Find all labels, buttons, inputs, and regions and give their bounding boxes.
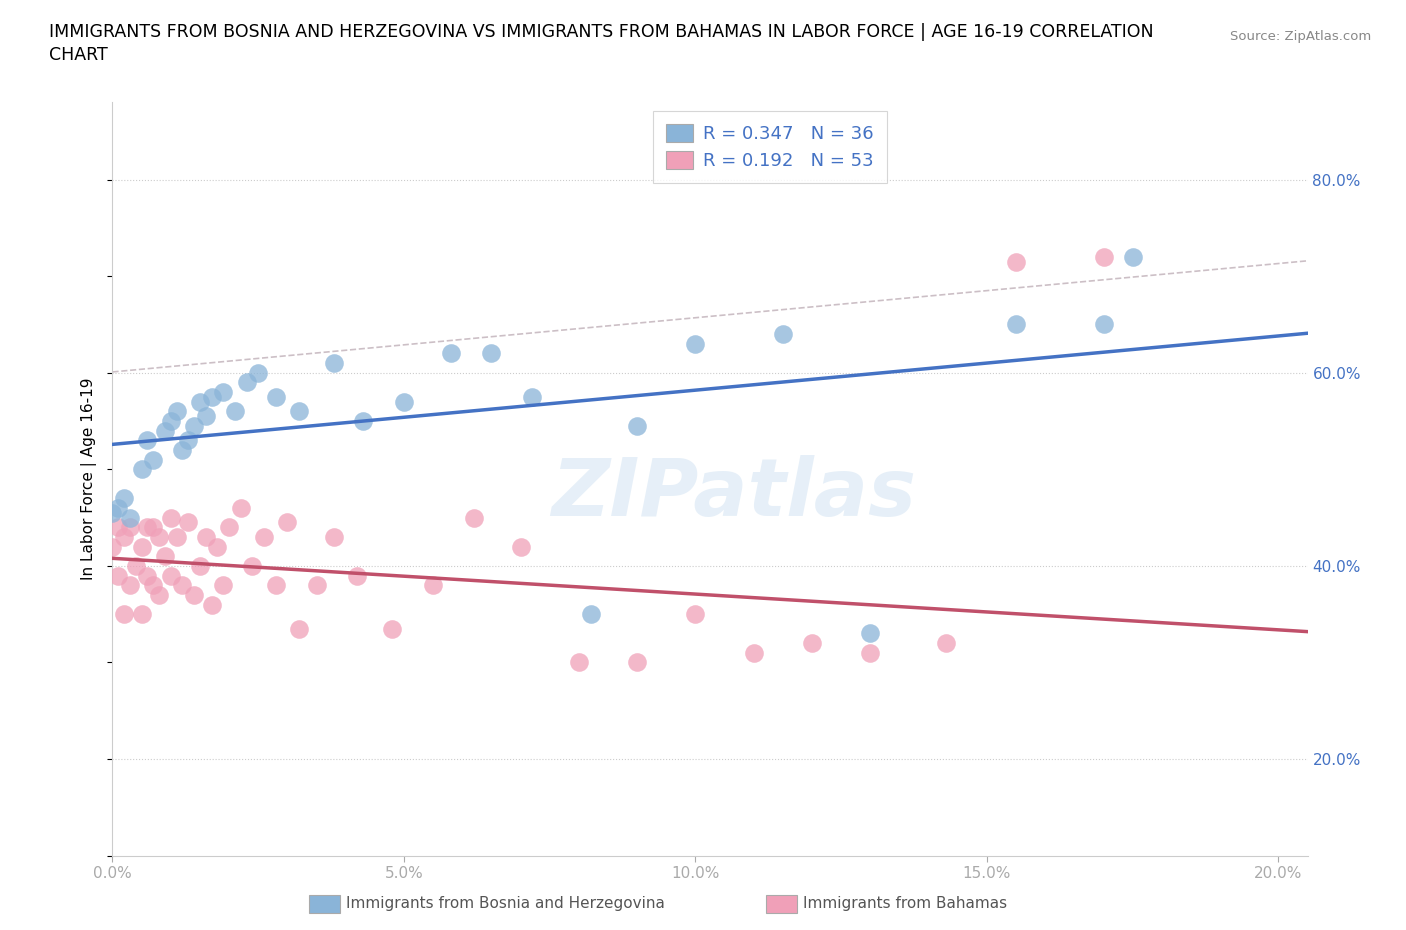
Point <box>392 394 415 409</box>
Text: Source: ZipAtlas.com: Source: ZipAtlas.com <box>1230 30 1371 43</box>
Point <box>172 443 194 458</box>
Point <box>166 404 188 418</box>
Point <box>188 394 211 409</box>
Point <box>229 500 252 515</box>
Point <box>1063 882 1085 897</box>
Point <box>626 418 648 433</box>
Point <box>1005 254 1028 269</box>
Point <box>142 578 165 592</box>
Point <box>685 337 707 352</box>
Point <box>153 549 176 564</box>
Point <box>142 520 165 535</box>
Point <box>276 515 298 530</box>
Point <box>323 529 346 544</box>
Point <box>422 578 444 592</box>
Point <box>107 520 129 535</box>
Point <box>346 568 368 583</box>
Point <box>177 515 200 530</box>
Point <box>166 529 188 544</box>
Point <box>288 404 311 418</box>
Point <box>323 355 346 370</box>
Point <box>463 511 485 525</box>
Point <box>218 520 240 535</box>
Point <box>801 636 824 651</box>
Point <box>159 414 181 429</box>
Text: Immigrants from Bosnia and Herzegovina: Immigrants from Bosnia and Herzegovina <box>346 897 665 911</box>
Point <box>131 606 153 621</box>
Point <box>481 346 503 361</box>
Point <box>183 418 205 433</box>
Point <box>212 578 235 592</box>
Point <box>131 462 153 477</box>
Point <box>935 636 957 651</box>
Point <box>183 588 205 603</box>
Point <box>1092 249 1115 264</box>
Point <box>131 539 153 554</box>
Point <box>626 655 648 670</box>
Point <box>148 529 170 544</box>
Point <box>509 539 531 554</box>
Legend: R = 0.347   N = 36, R = 0.192   N = 53: R = 0.347 N = 36, R = 0.192 N = 53 <box>652 112 887 182</box>
Text: IMMIGRANTS FROM BOSNIA AND HERZEGOVINA VS IMMIGRANTS FROM BAHAMAS IN LABOR FORCE: IMMIGRANTS FROM BOSNIA AND HERZEGOVINA V… <box>49 23 1154 41</box>
Point <box>1033 863 1056 878</box>
Point <box>112 529 135 544</box>
Point <box>188 558 211 573</box>
Point <box>212 385 235 400</box>
Point <box>1122 249 1144 264</box>
Point <box>439 346 461 361</box>
Point <box>859 645 882 660</box>
Point <box>101 505 124 520</box>
Point <box>685 606 707 621</box>
Point <box>136 520 159 535</box>
Point <box>859 626 882 641</box>
Point <box>200 597 222 612</box>
Point <box>194 529 217 544</box>
Point <box>1092 317 1115 332</box>
Point <box>159 511 181 525</box>
Text: ZIPatlas: ZIPatlas <box>551 455 917 533</box>
Point <box>288 621 311 636</box>
Point <box>568 655 591 670</box>
Point <box>253 529 276 544</box>
Point <box>136 568 159 583</box>
Point <box>742 645 765 660</box>
Point <box>235 375 257 390</box>
Text: Immigrants from Bahamas: Immigrants from Bahamas <box>803 897 1007 911</box>
Point <box>118 520 141 535</box>
Text: CHART: CHART <box>49 46 108 64</box>
Point <box>118 511 141 525</box>
Point <box>224 404 246 418</box>
Point <box>177 432 200 447</box>
Point <box>159 568 181 583</box>
Point <box>107 568 129 583</box>
Point <box>101 539 124 554</box>
Point <box>264 390 287 405</box>
Point <box>242 558 264 573</box>
Point <box>305 578 328 592</box>
Point <box>153 423 176 438</box>
Point <box>200 390 222 405</box>
Point <box>352 414 374 429</box>
Point <box>381 621 404 636</box>
Point <box>142 452 165 467</box>
Point <box>207 539 229 554</box>
Point <box>772 326 794 341</box>
Point <box>118 578 141 592</box>
Point <box>1005 317 1028 332</box>
Point <box>264 578 287 592</box>
Point <box>112 606 135 621</box>
Point <box>172 578 194 592</box>
Point <box>107 500 129 515</box>
Point <box>579 606 602 621</box>
Y-axis label: In Labor Force | Age 16-19: In Labor Force | Age 16-19 <box>80 378 97 580</box>
Point <box>112 491 135 506</box>
Point <box>125 558 148 573</box>
Point <box>136 432 159 447</box>
Point <box>148 588 170 603</box>
Point <box>247 365 270 380</box>
Point <box>194 408 217 423</box>
Point <box>522 390 544 405</box>
